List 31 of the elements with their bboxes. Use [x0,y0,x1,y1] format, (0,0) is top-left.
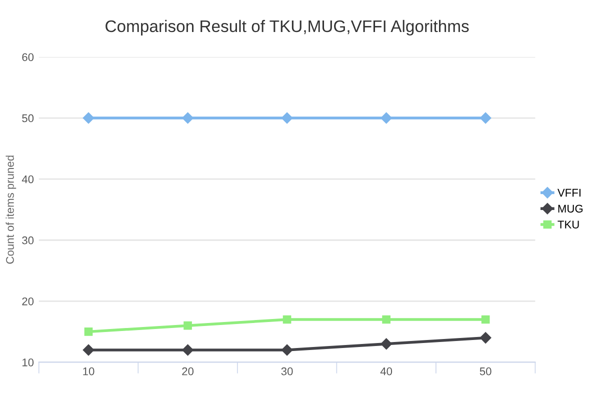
point [382,315,390,324]
x-tick-label: 10 [83,367,94,376]
point [481,315,490,324]
y-tick-label: 20 [22,297,34,306]
point [281,344,293,356]
point [82,112,94,124]
point [184,321,192,330]
point [380,112,392,124]
point [480,332,492,344]
y-tick-label: 30 [22,236,34,244]
legend-label: TKU [558,220,579,228]
point [84,328,93,336]
y-axis-title: Count of items pruned [6,156,16,264]
legend-label: VFFI [557,188,580,197]
y-tick-label: 10 [22,358,34,366]
point [281,112,293,124]
x-tick-label: 50 [480,367,492,376]
x-tick-label: 30 [281,367,293,376]
point [182,344,194,356]
legend-label: MUG [558,204,583,213]
point [380,338,392,350]
point [182,112,194,124]
y-tick-label: 50 [22,114,34,122]
y-tick-label: 60 [22,53,34,62]
point [282,315,292,324]
chart-title: Comparison Result of TKU,MUG,VFFI Algorithms [106,20,469,36]
x-tick-label: 20 [182,367,194,376]
point [82,344,94,356]
point [480,112,492,124]
y-tick-label: 40 [22,175,34,184]
x-tick-label: 40 [380,367,392,376]
